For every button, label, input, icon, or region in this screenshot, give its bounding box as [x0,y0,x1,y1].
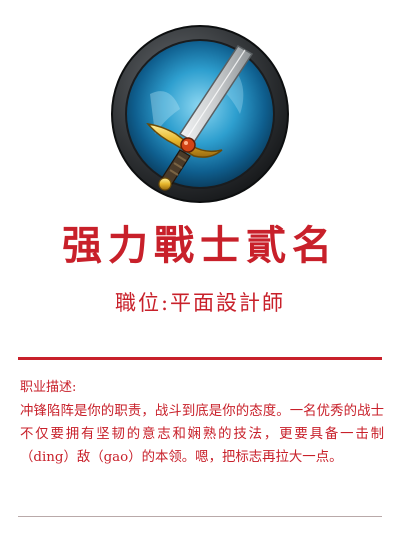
sword-emblem-badge [110,24,290,204]
job-position-subtitle: 職位:平面設計師 [0,288,400,318]
description-label: 职业描述: [20,379,76,397]
page-title: 强力戰士貳名 [0,222,400,270]
description-body: 冲锋陷阵是你的职责，战斗到底是你的态度。一名优秀的战士不仅要拥有坚韧的意志和娴熟… [20,400,384,469]
top-divider [18,357,382,360]
bottom-divider [18,516,382,517]
sword-icon [110,24,290,204]
